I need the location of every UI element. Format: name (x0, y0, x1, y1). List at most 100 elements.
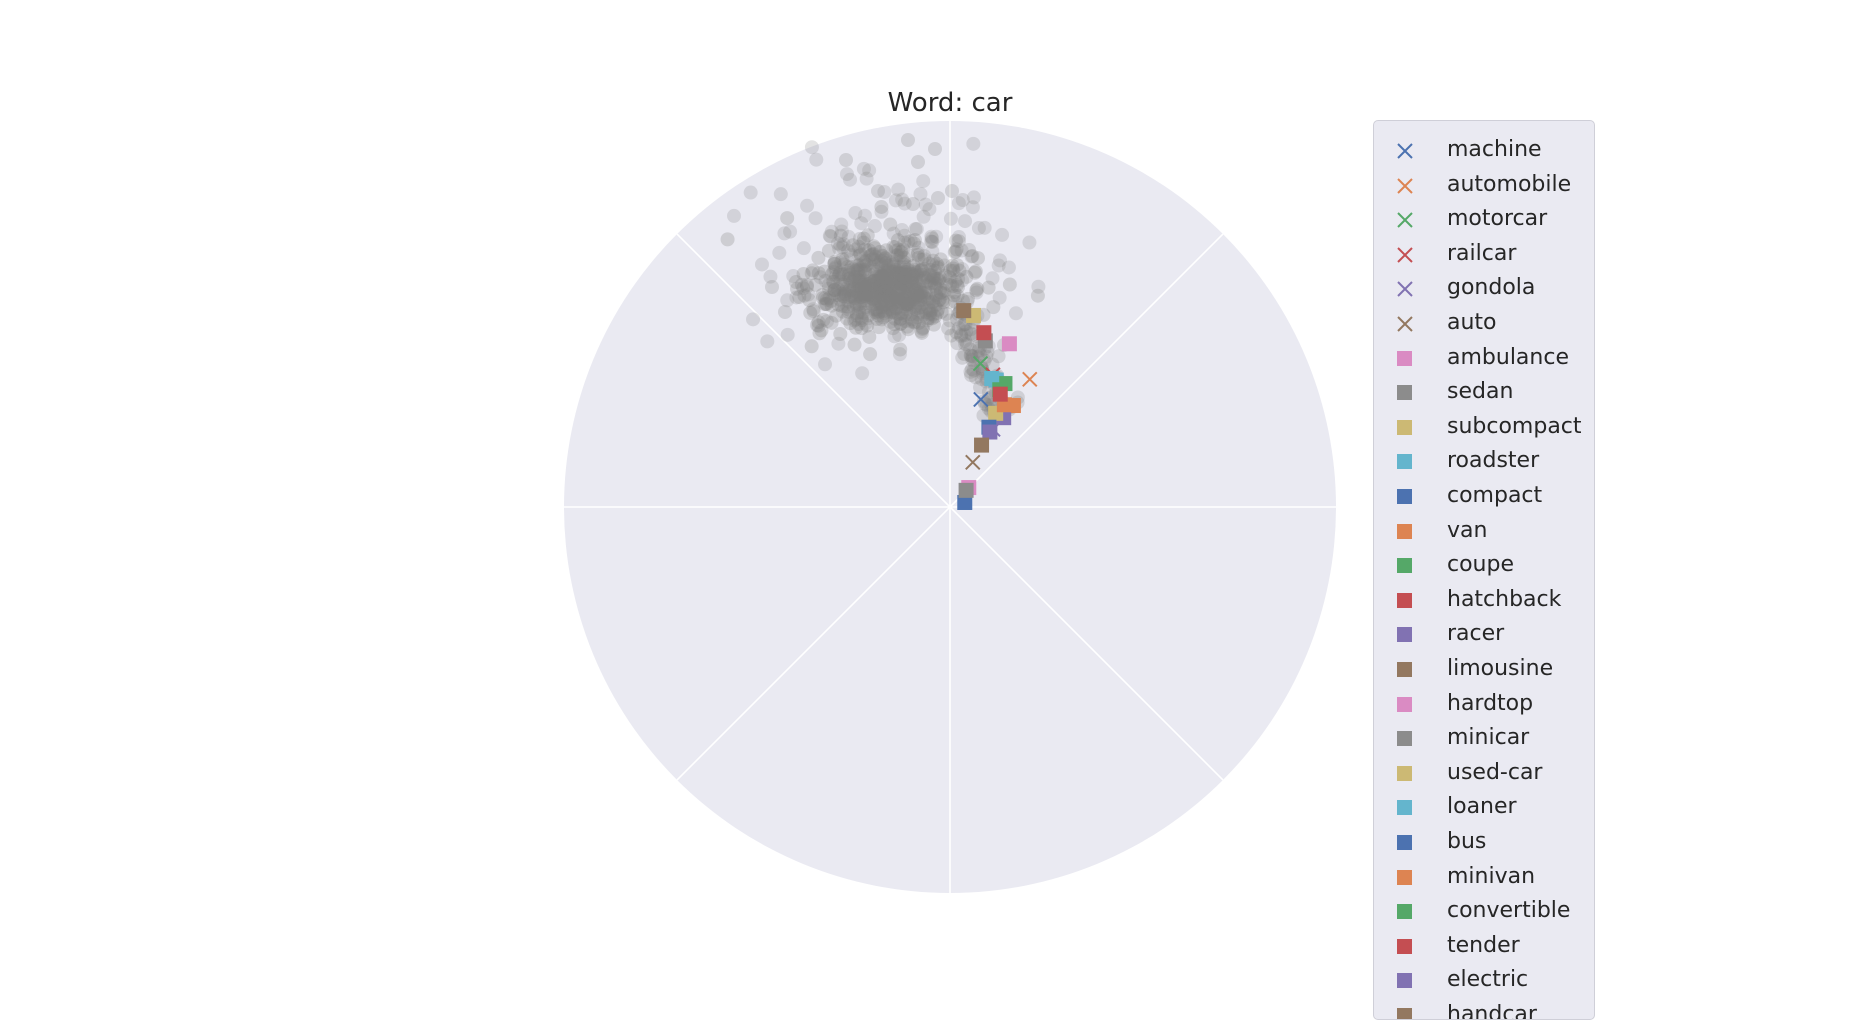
background-point (869, 282, 884, 297)
background-point (923, 268, 938, 283)
background-point (857, 305, 872, 320)
background-point (824, 315, 839, 330)
background-point (868, 285, 883, 300)
background-point (895, 274, 910, 289)
background-point (963, 364, 978, 379)
background-point (856, 235, 871, 250)
background-point (911, 300, 926, 315)
background-point (819, 292, 834, 307)
background-point (914, 324, 929, 339)
background-point (916, 174, 931, 189)
background-point (924, 229, 939, 244)
background-point (911, 250, 926, 265)
background-point (871, 308, 886, 323)
background-point (858, 242, 873, 257)
background-point (925, 294, 940, 309)
background-point (884, 289, 899, 304)
background-point (900, 262, 915, 277)
legend-marker-ambulance (1397, 350, 1412, 366)
background-point (853, 273, 868, 288)
legend-item-minicar: minicar (1374, 721, 1594, 755)
background-point (926, 317, 941, 332)
background-point (789, 290, 804, 305)
background-point (877, 290, 892, 305)
legend-marker-coupe (1397, 558, 1412, 574)
background-point (883, 301, 898, 316)
background-point (947, 245, 962, 260)
background-point (841, 302, 856, 317)
background-point (885, 272, 900, 287)
background-point (1008, 306, 1023, 321)
background-point (849, 284, 864, 299)
background-point (818, 273, 833, 288)
background-point (909, 288, 924, 303)
background-point (887, 295, 902, 310)
background-point (871, 279, 886, 294)
background-point (874, 269, 889, 284)
background-point (875, 273, 890, 288)
legend-label: hatchback (1447, 586, 1562, 612)
background-point (880, 294, 895, 309)
background-point (831, 269, 846, 284)
background-point (888, 262, 903, 277)
background-point (845, 274, 860, 289)
background-point (965, 352, 980, 367)
background-point (838, 286, 853, 301)
background-point (879, 272, 894, 287)
background-point (948, 274, 963, 289)
background-point (944, 328, 959, 343)
background-point (877, 253, 892, 268)
background-point (884, 299, 899, 314)
background-point (889, 293, 904, 308)
background-point (869, 264, 884, 279)
background-point (881, 304, 896, 319)
point-machine (973, 391, 989, 408)
background-point (871, 184, 885, 198)
background-point (877, 288, 892, 303)
legend-marker-bus (1397, 835, 1412, 850)
background-point (873, 253, 888, 268)
background-point (959, 269, 974, 284)
background-point (906, 287, 921, 302)
background-point (821, 281, 836, 296)
legend-marker-loaner (1397, 800, 1412, 816)
background-point (894, 306, 909, 321)
background-point (925, 257, 940, 272)
background-point (883, 292, 898, 307)
background-point (892, 347, 907, 362)
background-point (951, 321, 966, 336)
background-point (880, 282, 895, 297)
background-point (883, 292, 898, 307)
legend-label: compact (1447, 483, 1543, 508)
background-point (923, 311, 938, 326)
background-point (992, 253, 1007, 268)
legend-item-tender: tender (1374, 929, 1594, 963)
legend-label: railcar (1447, 240, 1517, 266)
background-point (890, 233, 905, 248)
background-point (962, 243, 976, 257)
background-point (876, 310, 891, 325)
background-point (818, 357, 833, 372)
background-point (908, 285, 923, 300)
point-auto (965, 454, 981, 470)
background-point (862, 243, 877, 258)
background-point (947, 285, 962, 300)
background-point (884, 281, 899, 296)
background-point (884, 273, 899, 288)
legend-label: loaner (1447, 794, 1517, 820)
background-point (920, 313, 935, 328)
background-point (843, 316, 858, 331)
background-point (871, 269, 886, 284)
background-point (888, 240, 903, 255)
background-point (865, 291, 880, 306)
background-point (893, 312, 908, 327)
background-point (865, 297, 880, 312)
background-point (904, 314, 919, 329)
background-point (903, 277, 918, 292)
background-point (835, 277, 850, 292)
background-point (921, 294, 936, 309)
background-point (925, 273, 940, 288)
background-point (852, 231, 867, 246)
background-point (815, 287, 830, 302)
legend-marker-machine (1397, 143, 1413, 159)
